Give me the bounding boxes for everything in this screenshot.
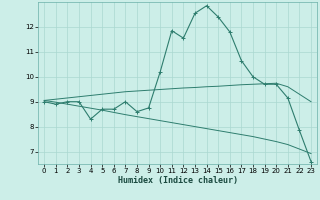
X-axis label: Humidex (Indice chaleur): Humidex (Indice chaleur) <box>118 176 238 185</box>
